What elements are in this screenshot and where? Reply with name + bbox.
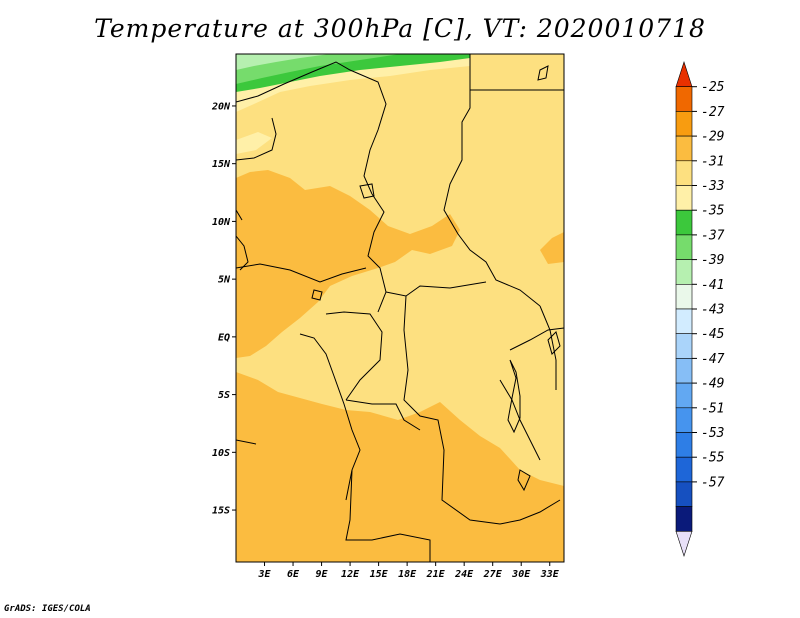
colorbar-swatch (675, 135, 693, 162)
colorbar-label: -49 (701, 377, 724, 392)
colorbar-swatch (675, 160, 693, 186)
latitude-axis: 20N 15N 10N 5N EQ 5S 10S 15S (211, 101, 236, 517)
lon-tick-label: 30E (511, 569, 531, 580)
lat-tick-label: 10S (212, 448, 230, 459)
map-area (236, 54, 564, 562)
lat-tick-label: 15S (212, 506, 230, 517)
temperature-field-minus-31 (236, 170, 460, 358)
colorbar-swatch (675, 358, 693, 384)
longitude-axis: 3E 6E 9E 12E 15E 18E 21E 24E 27E 30E 33E (257, 562, 560, 580)
colorbar-label: -25 (701, 80, 725, 95)
lat-tick-label: 15N (212, 159, 231, 170)
lon-tick-label: 24E (454, 569, 474, 580)
colorbar-label: -51 (701, 401, 724, 416)
colorbar-swatch (675, 259, 693, 285)
lon-tick-label: 33E (540, 569, 560, 580)
colorbar-swatch (675, 283, 693, 310)
lat-tick-label: 10N (212, 217, 231, 228)
coastlines (236, 209, 361, 501)
colorbar-swatch (675, 86, 693, 112)
colorbar-swatch (675, 234, 693, 260)
colorbar-label: -27 (701, 105, 725, 120)
colorbar-swatch (675, 382, 693, 409)
chart-title: Temperature at 300hPa [C], VT: 202001071… (94, 14, 706, 43)
colorbar-swatch (675, 111, 693, 137)
colorbar-label: -45 (701, 327, 725, 342)
colorbar-label: -29 (701, 130, 724, 145)
lat-tick-label: EQ (218, 332, 230, 343)
lon-tick-label: 27E (483, 569, 503, 580)
temperature-field-minus-41 (236, 54, 330, 70)
colorbar-label: -33 (701, 179, 724, 194)
colorbar-label: -35 (701, 204, 725, 219)
colorbar-swatch (675, 308, 693, 335)
colorbar-swatch (675, 481, 693, 507)
colorbar-swatch (675, 432, 693, 458)
lon-tick-label: 12E (341, 569, 360, 580)
colorbar-swatch (675, 530, 693, 557)
temperature-field-minus-31 (236, 372, 564, 562)
lat-tick-label: 20N (211, 101, 231, 112)
colorbar-swatch (675, 456, 693, 483)
colorbar-swatch (675, 61, 693, 87)
colorbar-swatch (675, 407, 693, 433)
colorbar-label: -47 (701, 352, 725, 367)
map-frame (235, 53, 565, 563)
temperature-field-minus-31 (540, 232, 564, 264)
colorbar-label: -39 (701, 253, 724, 268)
colorbar-swatch (675, 209, 693, 236)
lon-tick-label: 9E (316, 569, 329, 580)
colorbar-label: -53 (701, 426, 724, 441)
credit-label: GrADS: IGES/COLA (4, 604, 91, 614)
lon-tick-label: 21E (426, 569, 446, 580)
colorbar-swatch (675, 185, 693, 211)
temperature-field-minus-35 (236, 132, 272, 154)
colorbar-label: -37 (701, 228, 725, 243)
colorbar-label: -31 (701, 154, 724, 169)
colorbar-label: -43 (701, 303, 724, 318)
colorbar: -25 -27 -29 -31 -33 -35 -37 -39 -41 -43 -45 -47 -49 -… (675, 61, 725, 557)
lon-tick-label: 18E (398, 569, 417, 580)
country-borders (236, 54, 564, 562)
lon-tick-label: 3E (257, 569, 271, 580)
colorbar-swatch (675, 506, 693, 532)
colorbar-label: -41 (701, 278, 724, 293)
lat-tick-label: 5N (218, 275, 231, 286)
colorbar-swatch (675, 333, 693, 359)
colorbar-label: -55 (701, 451, 725, 466)
lon-tick-label: 15E (370, 569, 389, 580)
colorbar-label: -57 (701, 475, 725, 490)
lakes (311, 65, 561, 492)
lat-tick-label: 5S (218, 390, 230, 401)
lon-tick-label: 6E (287, 569, 300, 580)
